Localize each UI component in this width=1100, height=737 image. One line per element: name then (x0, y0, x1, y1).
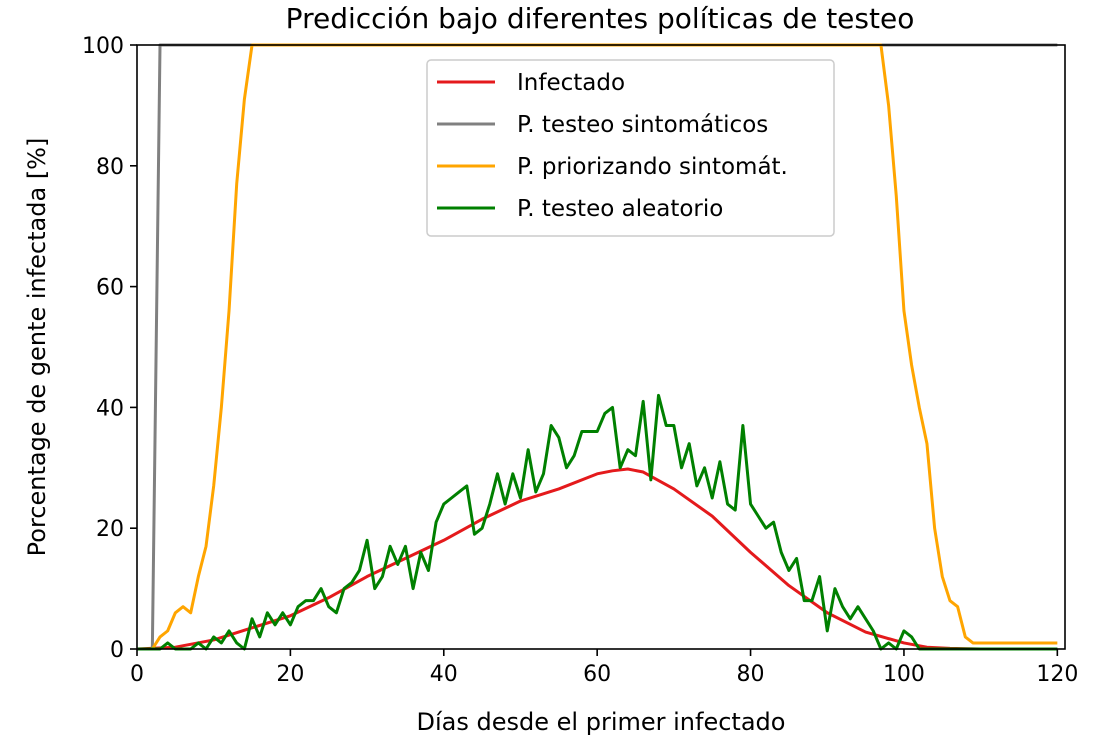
x-tick-label: 60 (583, 662, 611, 687)
series-line-infectado (137, 467, 1058, 651)
legend: Infectado P. testeo sintomáticos P. priori… (426, 59, 835, 237)
y-tick-label: 100 (82, 34, 124, 59)
legend-label: P. priorizando sintomát. (517, 154, 788, 180)
y-tick-label: 60 (96, 276, 124, 301)
y-tick-label: 40 (96, 396, 124, 421)
y-tick-label: 80 (96, 155, 124, 180)
x-axis-title: Días desde el primer infectado (417, 708, 786, 736)
x-tick-label: 120 (1036, 662, 1078, 687)
series-line-p-testeo-aleatorio (137, 393, 1058, 651)
x-tick-label: 40 (430, 662, 458, 687)
y-axis-ticks: 0 20 40 60 80 100 (82, 34, 137, 663)
x-axis-ticks: 0 20 40 60 80 100 120 (130, 649, 1078, 687)
x-tick-label: 100 (883, 662, 925, 687)
plot-area (136, 43, 1066, 651)
y-tick-label: 20 (96, 517, 124, 542)
legend-label: Infectado (517, 70, 625, 96)
legend-label: P. testeo sintomáticos (517, 112, 768, 138)
legend-box (426, 59, 835, 237)
x-tick-label: 20 (276, 662, 304, 687)
plot-frame (136, 44, 1066, 650)
x-tick-label: 0 (130, 662, 144, 687)
x-tick-label: 80 (737, 662, 765, 687)
legend-label: P. testeo aleatorio (517, 196, 723, 222)
y-tick-label: 0 (110, 638, 124, 663)
y-axis-title: Porcentage de gente infectada [%] (23, 138, 51, 557)
chart-title: Predicción bajo diferentes políticas de … (286, 2, 915, 35)
